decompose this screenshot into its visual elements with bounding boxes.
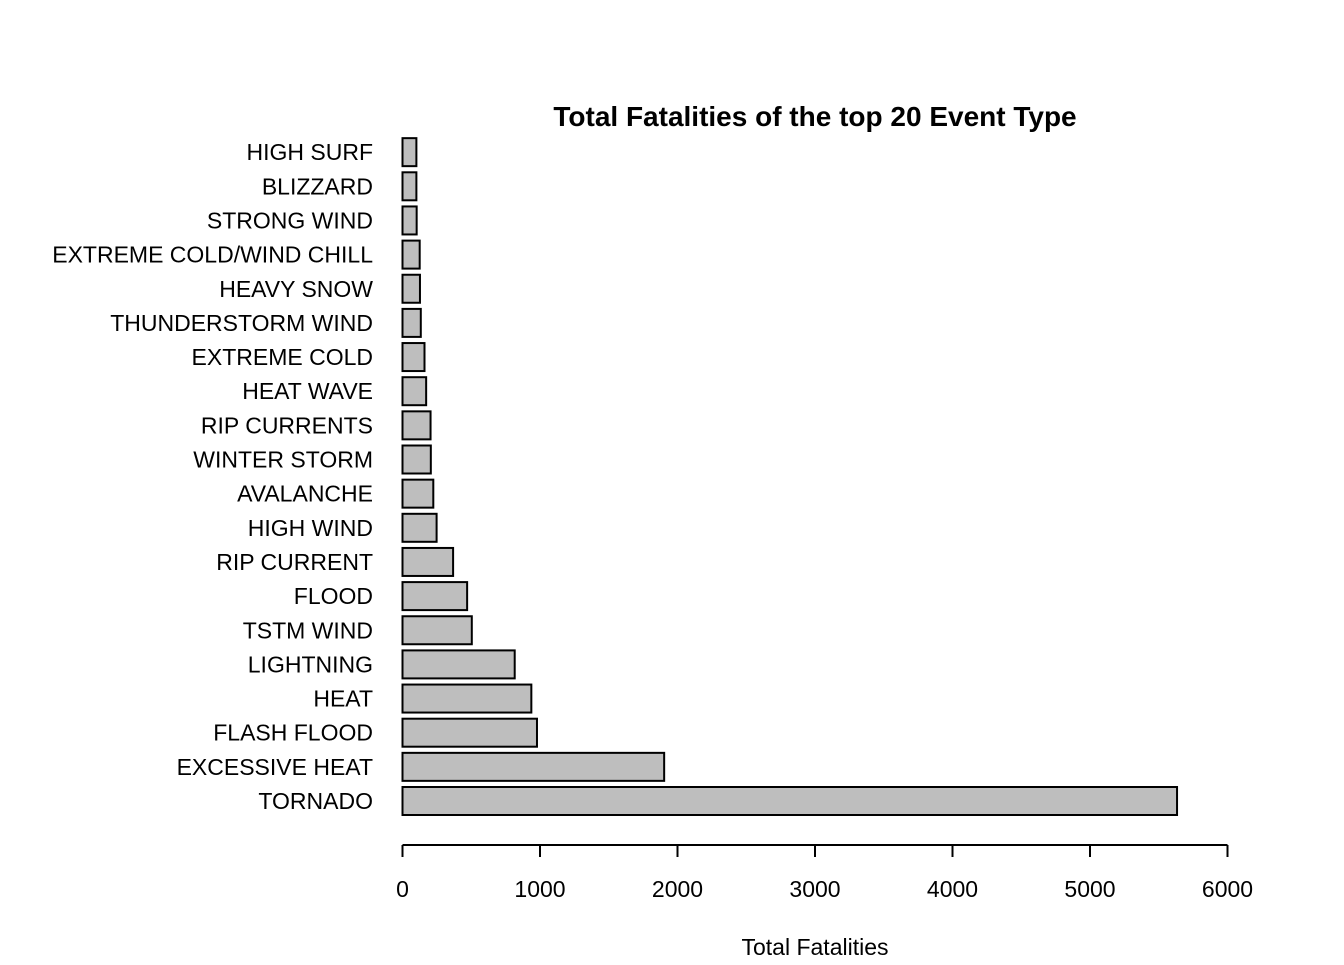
bar-rip-currents	[401, 410, 432, 441]
bar-extreme-cold	[401, 342, 426, 373]
bar-heavy-snow	[401, 273, 421, 304]
chart-title: Total Fatalities of the top 20 Event Typ…	[553, 101, 1076, 132]
bar-strong-wind	[401, 205, 418, 236]
category-label: HEAT WAVE	[242, 378, 373, 404]
category-label: EXTREME COLD/WIND CHILL	[52, 242, 373, 268]
bar-winter-storm	[401, 444, 432, 475]
category-label: RIP CURRENT	[216, 549, 373, 575]
category-label: HEAT	[313, 686, 373, 712]
bar-lightning	[401, 649, 516, 680]
x-tick-label: 5000	[1064, 876, 1115, 902]
category-label: HIGH WIND	[248, 515, 373, 541]
bar-flash-flood	[401, 717, 538, 748]
x-axis-title: Total Fatalities	[741, 934, 888, 960]
category-label: HEAVY SNOW	[219, 276, 373, 302]
x-axis: 0 1000 2000 3000 4000 5000 6000	[396, 844, 1253, 902]
bar-heat-wave	[401, 376, 428, 407]
category-label: TSTM WIND	[243, 617, 373, 643]
bar-heat	[401, 683, 533, 714]
category-label: HIGH SURF	[247, 139, 374, 165]
x-tick-label: 3000	[789, 876, 840, 902]
category-label: EXCESSIVE HEAT	[177, 754, 373, 780]
bars-group	[401, 137, 1179, 816]
category-label: WINTER STORM	[193, 447, 373, 473]
bar-tstm-wind	[401, 615, 473, 646]
bar-thunderstorm-wind	[401, 307, 422, 338]
x-tick-label: 1000	[514, 876, 565, 902]
category-label: THUNDERSTORM WIND	[110, 310, 373, 336]
bar-excessive-heat	[401, 751, 666, 782]
bar-extreme-cold-wind-chill	[401, 239, 421, 270]
category-label: FLASH FLOOD	[213, 720, 373, 746]
bar-high-wind	[401, 512, 438, 543]
category-label: AVALANCHE	[237, 481, 373, 507]
bar-rip-current	[401, 546, 455, 577]
bar-avalanche	[401, 478, 435, 509]
category-label: LIGHTNING	[248, 651, 373, 677]
x-tick-label: 4000	[927, 876, 978, 902]
x-tick-label: 6000	[1202, 876, 1253, 902]
category-label: EXTREME COLD	[192, 344, 373, 370]
bar-blizzard	[401, 171, 418, 202]
category-labels: TORNADO EXCESSIVE HEAT FLASH FLOOD HEAT LIGH…	[52, 139, 373, 814]
category-label: RIP CURRENTS	[201, 412, 373, 438]
bar-high-surf	[401, 137, 418, 168]
bar-flood	[401, 581, 469, 612]
x-tick-label: 2000	[652, 876, 703, 902]
category-label: TORNADO	[258, 788, 373, 814]
category-label: BLIZZARD	[262, 173, 373, 199]
x-tick-label: 0	[396, 876, 409, 902]
category-label: STRONG WIND	[207, 207, 373, 233]
category-label: FLOOD	[294, 583, 373, 609]
bar-tornado	[401, 786, 1179, 816]
